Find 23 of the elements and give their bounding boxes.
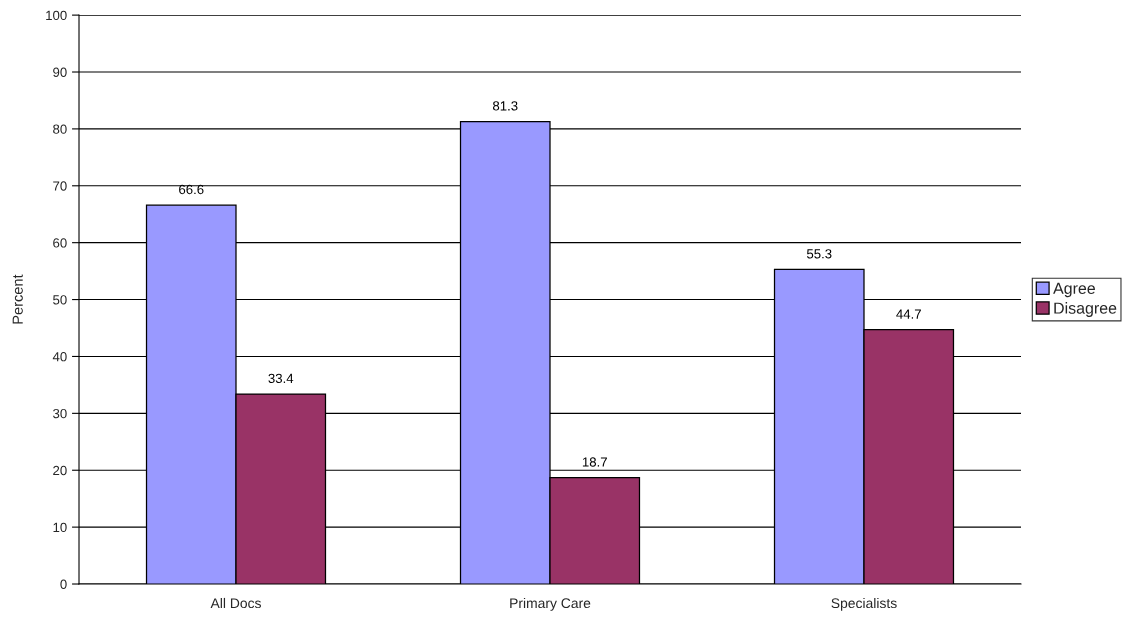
- y-tick-label: 100: [46, 10, 67, 21]
- y-tick-label: 40: [52, 352, 67, 362]
- y-tick-label: 50: [53, 295, 67, 305]
- data-label: 44.7: [896, 309, 921, 319]
- data-label: 66.6: [179, 184, 204, 195]
- y-tick-label: 10: [53, 522, 67, 533]
- y-tick-label: 60: [53, 238, 67, 248]
- x-tick-label: Primary Care: [510, 597, 591, 611]
- y-tick-label: 30: [53, 408, 67, 419]
- x-tick-label: All Docs: [210, 597, 261, 609]
- y-tick-label: 0: [60, 579, 67, 589]
- y-tick-label: 80: [53, 124, 67, 134]
- y-axis-title: Percent: [12, 274, 23, 324]
- y-tick-label: 70: [53, 181, 67, 191]
- data-label: 55.3: [806, 249, 832, 259]
- data-label: 18.7: [582, 457, 607, 467]
- x-tick-label: Specialists: [831, 597, 897, 611]
- legend-label: Disagree: [1054, 302, 1117, 317]
- data-label: 33.4: [268, 373, 294, 384]
- data-label: 81.3: [492, 101, 518, 111]
- y-tick-label: 90: [53, 67, 67, 77]
- y-tick-label: 20: [53, 465, 67, 476]
- legend-label: Agree: [1053, 282, 1095, 298]
